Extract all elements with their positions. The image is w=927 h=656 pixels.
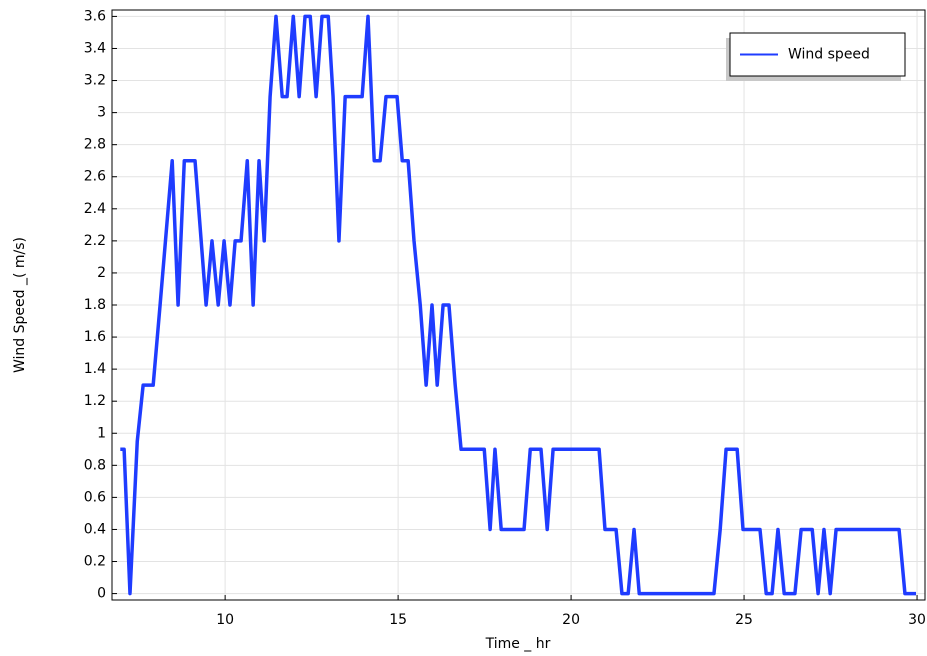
y-tick-label: 0.6	[84, 489, 106, 505]
plot-frame	[111, 9, 926, 601]
y-tick-label: 2.2	[84, 233, 106, 249]
y-tick-label: 2.4	[84, 201, 106, 217]
y-tick-label: 1.2	[84, 393, 106, 409]
x-tick-label: 30	[908, 612, 926, 628]
y-tick-label: 0.8	[84, 457, 106, 473]
y-axis-label: Wind Speed _( m/s)	[12, 237, 28, 373]
y-tick-label: 0	[97, 586, 106, 602]
x-tick-label: 10	[216, 612, 234, 628]
x-tick-label: 25	[735, 612, 753, 628]
y-tick-label: 3.6	[84, 8, 106, 24]
y-tick-label: 1	[97, 425, 106, 441]
y-tick-label: 2.8	[84, 137, 106, 153]
y-tick-label: 1.4	[84, 361, 106, 377]
x-tick-label: 15	[389, 612, 407, 628]
y-tick-label: 2	[97, 265, 106, 281]
x-tick-label: 20	[562, 612, 580, 628]
y-tick-label: 3	[97, 105, 106, 121]
y-tick-label: 3.2	[84, 73, 106, 89]
x-axis-label: Time _ hr	[485, 636, 551, 652]
y-tick-label: 0.4	[84, 521, 106, 537]
y-tick-label: 2.6	[84, 169, 106, 185]
data-line	[120, 14, 917, 596]
y-tick-label: 3.4	[84, 40, 106, 56]
y-tick-label: 0.2	[84, 554, 106, 570]
legend-label: Wind speed	[788, 47, 870, 63]
y-tick-label: 1.6	[84, 329, 106, 345]
y-tick-label: 1.8	[84, 297, 106, 313]
